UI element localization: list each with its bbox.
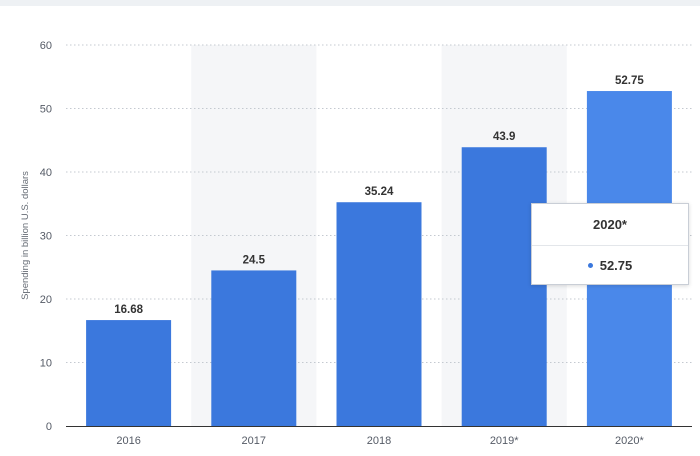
tooltip-title: 2020* xyxy=(532,204,688,246)
series-dot-icon xyxy=(587,263,593,269)
x-tick-label: 2018 xyxy=(367,435,391,447)
top-bar xyxy=(0,0,700,6)
y-tick-label: 30 xyxy=(40,231,52,243)
data-label: 35.24 xyxy=(365,186,394,198)
data-label: 16.68 xyxy=(114,304,143,316)
y-axis-ticks: 0 10 20 30 40 50 60 xyxy=(40,40,52,433)
x-axis-ticks: 2016 2017 2018 2019* 2020* xyxy=(116,435,644,447)
x-tick-label: 2017 xyxy=(242,435,266,447)
x-tick-label: 2016 xyxy=(116,435,140,447)
y-tick-label: 50 xyxy=(40,104,52,116)
bar[interactable] xyxy=(211,270,297,426)
bar[interactable] xyxy=(86,320,172,426)
data-labels: 16.68 24.5 35.24 43.9 52.75 xyxy=(114,75,644,316)
tooltip: 2020* 52.75 xyxy=(531,203,689,285)
bar[interactable] xyxy=(461,147,547,427)
x-tick-label: 2019* xyxy=(490,435,519,447)
bar[interactable] xyxy=(336,202,422,426)
data-label: 43.9 xyxy=(493,131,515,143)
y-tick-label: 60 xyxy=(40,40,52,52)
x-tick-label: 2020* xyxy=(615,435,644,447)
y-tick-label: 20 xyxy=(40,294,52,306)
y-tick-label: 40 xyxy=(40,167,52,179)
y-tick-label: 0 xyxy=(46,421,52,433)
data-label: 52.75 xyxy=(615,75,644,87)
data-label: 24.5 xyxy=(243,254,266,266)
tooltip-row: 52.75 xyxy=(532,246,688,286)
y-tick-label: 10 xyxy=(40,358,52,370)
bars xyxy=(86,91,672,427)
y-axis-label: Spending in billion U.S. dollars xyxy=(20,171,31,300)
tooltip-value: 52.75 xyxy=(599,258,633,273)
